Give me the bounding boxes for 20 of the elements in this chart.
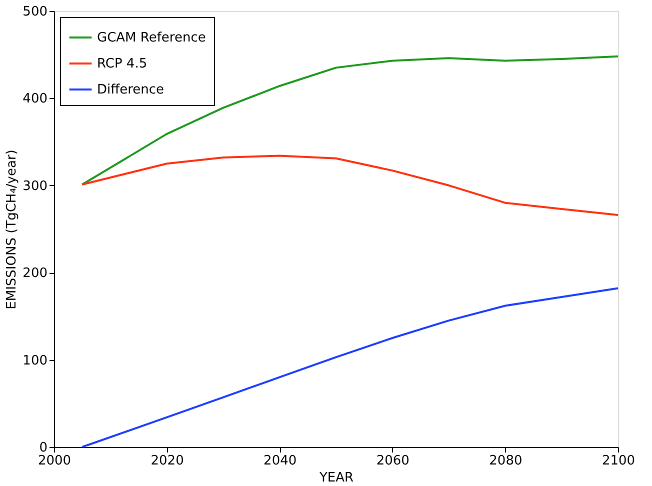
x-tick-label: 2040 (264, 454, 297, 468)
y-axis-title: EMISSIONS (TgCH₄/year) (4, 150, 20, 310)
y-tick-label: 100 (22, 353, 48, 368)
x-tick-label: 2100 (602, 454, 636, 468)
x-tick-label: 2060 (376, 454, 410, 468)
y-tick-label: 500 (22, 4, 48, 20)
y-tick-label: 0 (39, 440, 48, 456)
y-tick-label: 400 (22, 92, 48, 107)
legend-label: Difference (97, 82, 164, 98)
x-tick-label: 2080 (489, 454, 522, 468)
y-tick-label: 200 (22, 266, 48, 282)
x-axis-title: YEAR (318, 470, 354, 486)
legend-label: GCAM Reference (97, 30, 206, 46)
x-tick-label: 2000 (38, 454, 72, 468)
line-series (81, 154, 619, 216)
line-series (81, 287, 619, 448)
y-tick-label: 300 (22, 178, 48, 194)
line-series (81, 55, 619, 186)
x-tick-label: 2020 (150, 454, 184, 468)
legend-label: RCP 4.5 (97, 56, 148, 72)
